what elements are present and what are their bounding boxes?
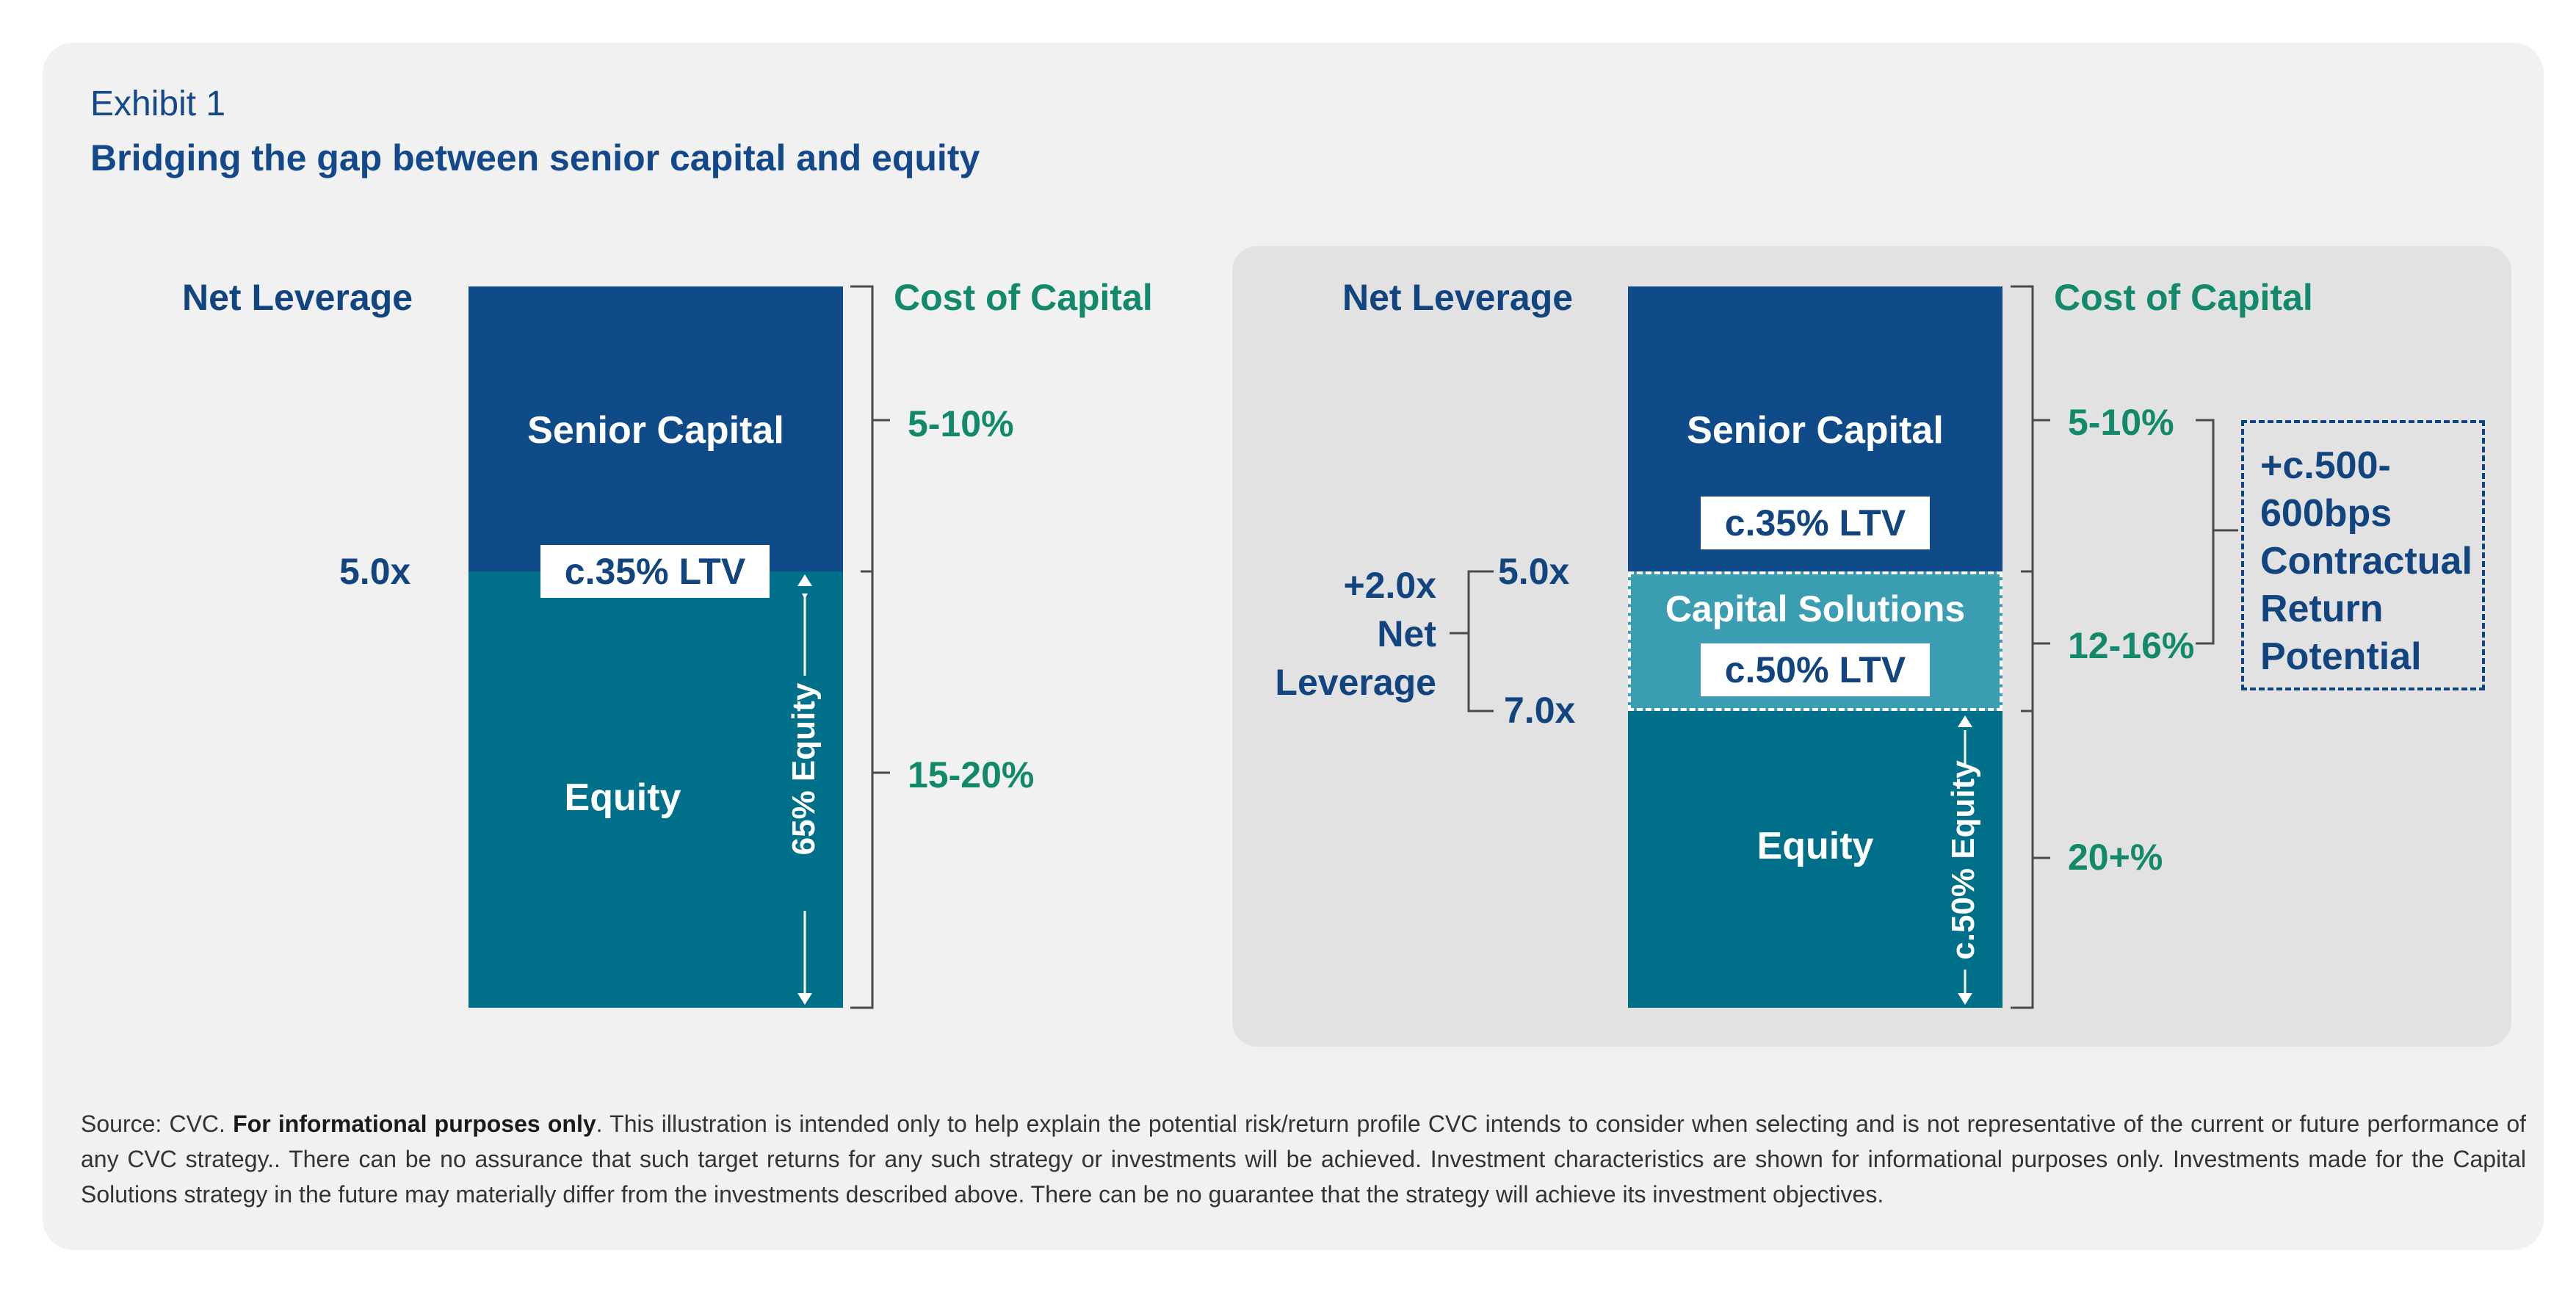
source-bold: For informational purposes only <box>233 1111 596 1137</box>
contractual-return-line: Potential <box>2260 635 2422 678</box>
source-footnote: Source: CVC. For informational purposes … <box>81 1106 2526 1212</box>
left-senior-capital-label: Senior Capital <box>527 409 784 452</box>
left-equity-arrow-head-top <box>797 574 812 586</box>
contractual-return-box: +c.500- 600bps Contractual Return Potent… <box>2241 420 2485 690</box>
right-leverage-top: 5.0x <box>1498 551 1570 592</box>
right-equity-arrow-head-top <box>1958 715 1972 727</box>
right-equity-block <box>1628 711 2002 1008</box>
right-capital-solutions-ltv-badge: c.50% LTV <box>1701 643 1930 696</box>
left-cost-of-capital-label: Cost of Capital <box>894 277 1153 318</box>
leverage-bracket <box>1467 570 1494 712</box>
left-senior-capital-block <box>468 286 843 571</box>
added-leverage-line: Leverage <box>1275 662 1436 703</box>
left-ltv-badge: c.35% LTV <box>540 545 770 598</box>
exhibit-number: Exhibit 1 <box>90 84 226 123</box>
left-equity-arrow-head-bottom <box>797 993 812 1005</box>
added-leverage-line: +2.0x <box>1343 565 1436 606</box>
right-cost-bracket <box>2011 285 2034 1009</box>
left-leverage-value: 5.0x <box>339 551 411 592</box>
source-prefix: Source: CVC. <box>81 1111 234 1137</box>
source-text: . This illustration is intended only to … <box>81 1111 2527 1208</box>
contractual-return-line: Return <box>2260 588 2384 630</box>
left-equity-block <box>468 571 843 1008</box>
right-senior-capital-label: Senior Capital <box>1687 409 1944 452</box>
left-equity-cost: 15-20% <box>908 754 1035 795</box>
left-cost-bracket <box>850 285 874 1009</box>
right-net-leverage-label: Net Leverage <box>1342 277 1574 318</box>
left-net-leverage-label: Net Leverage <box>182 277 413 318</box>
right-senior-ltv-badge: c.35% LTV <box>1701 497 1930 549</box>
added-net-leverage-label: +2.0x Net Leverage <box>1248 561 1436 707</box>
right-leverage-bottom: 7.0x <box>1504 690 1576 731</box>
right-capital-solutions-cost: 12-16% <box>2068 625 2195 666</box>
contractual-return-line: +c.500- <box>2260 444 2391 487</box>
contractual-return-bracket <box>2196 419 2215 645</box>
right-equity-cost: 20+% <box>2068 837 2163 878</box>
right-capital-solutions-label: Capital Solutions <box>1665 588 1966 629</box>
right-senior-cost: 5-10% <box>2068 402 2174 443</box>
left-equity-label: Equity <box>564 776 681 819</box>
exhibit-title: Bridging the gap between senior capital … <box>90 137 980 178</box>
left-senior-cost: 5-10% <box>908 403 1014 444</box>
right-cost-of-capital-label: Cost of Capital <box>2054 277 2313 318</box>
contractual-return-line: Contractual <box>2260 540 2472 582</box>
right-equity-label: Equity <box>1756 825 1874 867</box>
added-leverage-line: Net <box>1377 613 1436 654</box>
contractual-return-line: 600bps <box>2260 492 2392 535</box>
right-equity-arrow-head-bottom <box>1958 993 1972 1005</box>
